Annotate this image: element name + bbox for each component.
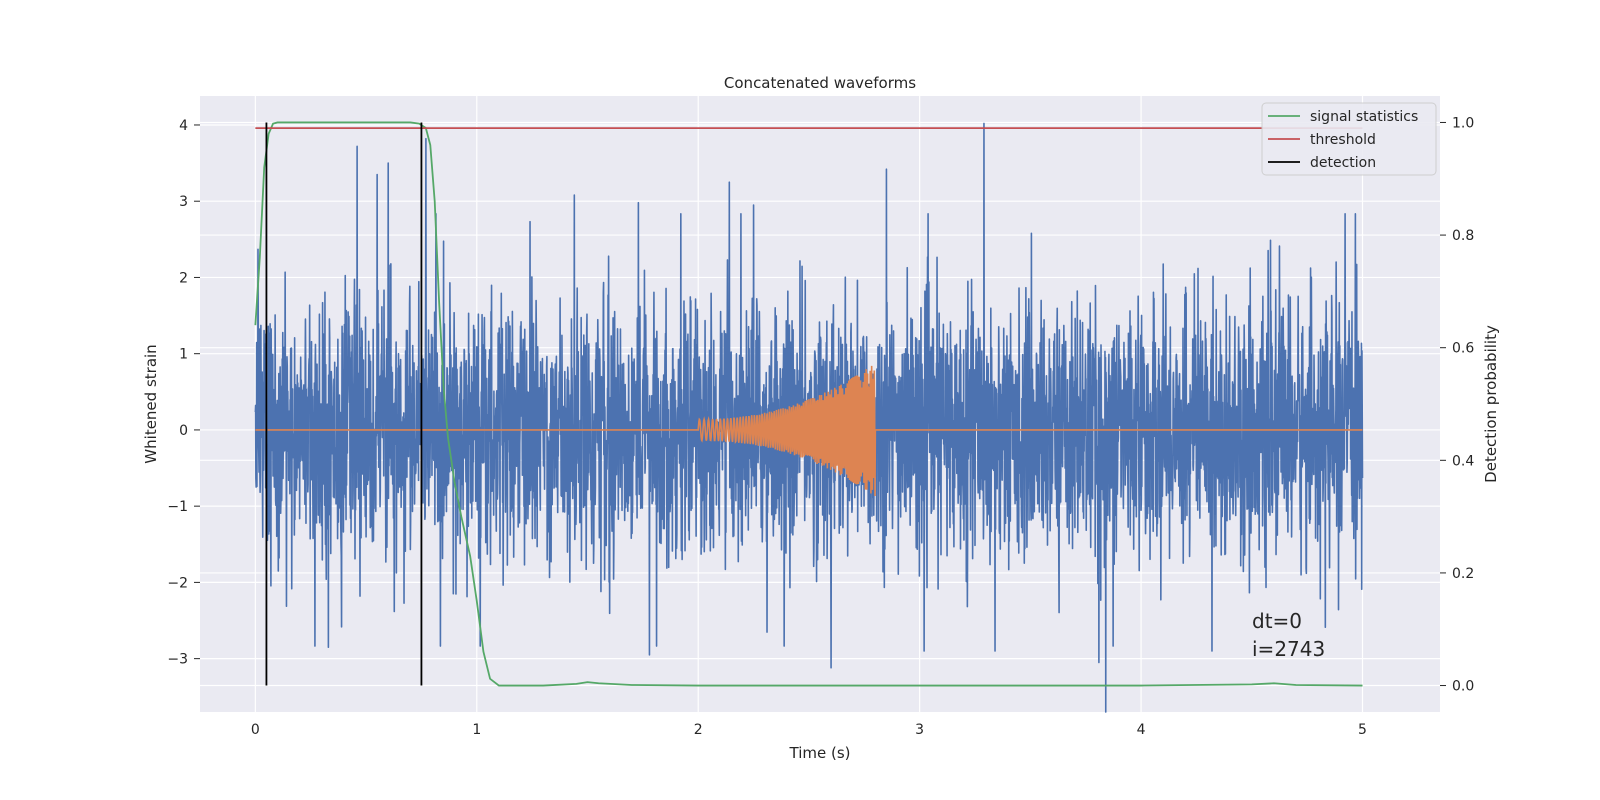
y-tick-label: 4 <box>179 118 188 134</box>
legend: signal statistics threshold detection <box>1261 102 1437 176</box>
y2-axis-label: Detection probability <box>1482 325 1500 483</box>
chart-title: Concatenated waveforms <box>724 74 916 92</box>
x-tick-label: 1 <box>472 722 481 738</box>
x-tick-label: 0 <box>251 722 260 738</box>
y2-tick-label: 0.0 <box>1452 679 1474 695</box>
x-tick-label: 3 <box>915 722 924 738</box>
x-tick-label: 4 <box>1137 722 1146 738</box>
x-tick-label: 5 <box>1358 722 1367 738</box>
y-axis-label: Whitened strain <box>142 344 160 463</box>
series-signal-statistics-line <box>254 121 1363 687</box>
y2-tick-labels: 1.0 0.8 0.6 0.4 0.2 0.0 <box>1452 115 1474 694</box>
y2-tick-label: 0.6 <box>1452 341 1474 357</box>
y-tick-label: 0 <box>179 423 188 439</box>
x-tick-label: 2 <box>694 722 703 738</box>
legend-box <box>1261 102 1437 176</box>
y-tick-label: 1 <box>179 347 188 363</box>
y2-tick-label: 0.8 <box>1452 228 1474 244</box>
y2-tick-label: 1.0 <box>1452 115 1474 131</box>
legend-label-threshold: threshold <box>1310 132 1376 148</box>
y-tick-label: −1 <box>167 499 188 515</box>
annotation-index: i=2743 <box>1252 637 1325 661</box>
y2-tick-label: 0.2 <box>1452 566 1474 582</box>
y-tick-labels: 4 3 2 1 0 −1 −2 −3 <box>167 118 188 668</box>
y2-tick-label: 0.4 <box>1452 453 1474 469</box>
x-axis-label: Time (s) <box>789 744 851 762</box>
series-layer <box>254 121 1364 713</box>
y-tick-label: 3 <box>179 194 188 210</box>
legend-label-signal-statistics: signal statistics <box>1310 109 1418 125</box>
x-tick-labels: 0 1 2 3 4 5 <box>251 722 1367 738</box>
series-template-line <box>255 365 1363 496</box>
y-tick-label: −3 <box>167 652 188 668</box>
y-tick-label: −2 <box>167 575 188 591</box>
y-tick-label: 2 <box>179 270 188 286</box>
annotation-dt: dt=0 <box>1252 609 1302 633</box>
legend-label-detection: detection <box>1310 155 1376 171</box>
